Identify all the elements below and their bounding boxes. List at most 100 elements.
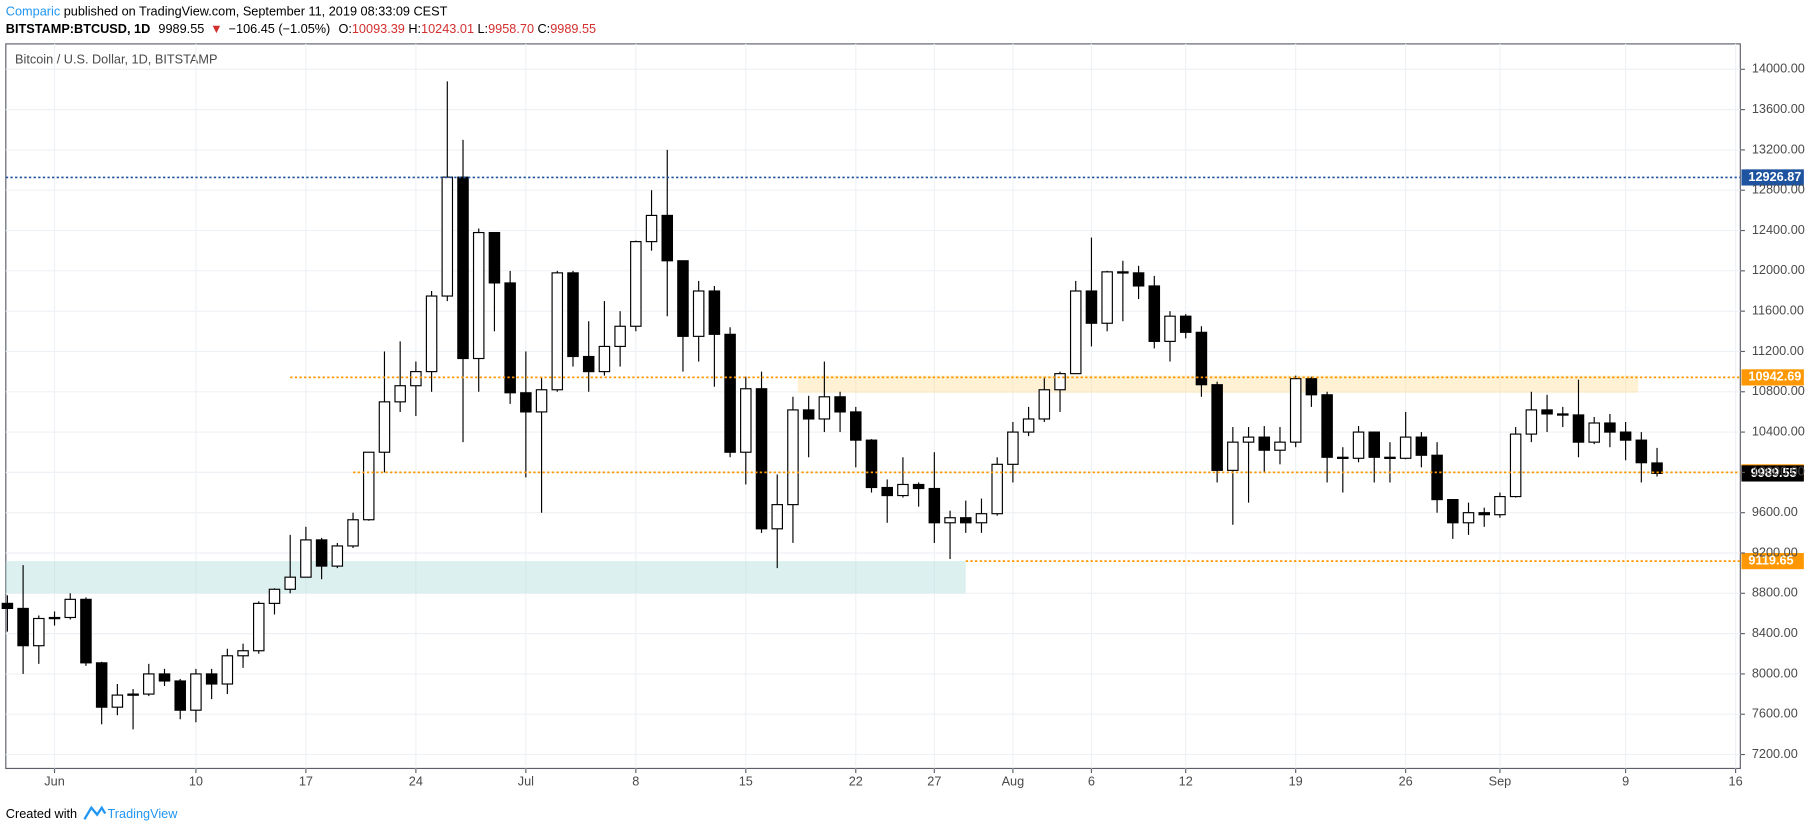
candle-body bbox=[1227, 441, 1239, 471]
candle-body bbox=[1509, 433, 1522, 498]
candle-body bbox=[441, 176, 454, 297]
candle-body bbox=[912, 483, 925, 490]
candle-body bbox=[520, 392, 532, 413]
candle-body bbox=[17, 607, 29, 647]
candle-body bbox=[205, 673, 218, 685]
candle-body bbox=[394, 385, 406, 403]
candle-body bbox=[158, 673, 171, 682]
candle-body bbox=[1211, 384, 1223, 471]
candle-body bbox=[1651, 462, 1663, 475]
y-tick-label: 11600.00 bbox=[1752, 303, 1804, 318]
candle-body bbox=[1399, 436, 1412, 459]
candle-body bbox=[881, 486, 893, 497]
candle-body bbox=[802, 409, 815, 420]
y-tick-label: 12400.00 bbox=[1752, 222, 1805, 237]
candle-body bbox=[1258, 436, 1271, 451]
candle-body bbox=[1305, 378, 1318, 396]
candle-body bbox=[1117, 271, 1129, 274]
ohlc-value: 10093.39 bbox=[352, 21, 405, 36]
candle-body bbox=[1274, 441, 1286, 451]
y-tick-label: 14000.00 bbox=[1752, 61, 1805, 76]
level-label-box bbox=[1741, 169, 1804, 186]
candle-body bbox=[630, 241, 642, 327]
candle-body bbox=[253, 602, 265, 652]
x-tick-label: Aug bbox=[1002, 774, 1025, 789]
candle-body bbox=[1148, 285, 1161, 342]
candle-body bbox=[284, 576, 296, 590]
x-tick-label: 22 bbox=[849, 774, 863, 789]
candle-body bbox=[143, 673, 155, 695]
candle-body bbox=[959, 517, 972, 524]
candle-body bbox=[1415, 436, 1428, 456]
x-tick-label: 17 bbox=[299, 774, 313, 789]
candle-body bbox=[1242, 436, 1255, 443]
candle-body bbox=[944, 517, 956, 524]
change: −106.45 (−1.05%) bbox=[229, 21, 331, 36]
x-tick-label: 8 bbox=[632, 774, 639, 789]
candle-body bbox=[1368, 431, 1381, 458]
y-tick-label: 13200.00 bbox=[1752, 141, 1805, 156]
candle-body bbox=[95, 662, 108, 708]
candle-body bbox=[535, 389, 548, 413]
tradingview-logo[interactable]: TradingView bbox=[83, 805, 179, 821]
ohlc: O:10093.39 H:10243.01 L:9958.70 C:9989.55 bbox=[338, 21, 596, 36]
candle-body bbox=[834, 396, 846, 413]
candle-body bbox=[1179, 315, 1192, 333]
candle-body bbox=[268, 588, 281, 604]
published: published on TradingView.com, September … bbox=[60, 4, 447, 19]
candle-body bbox=[897, 483, 909, 497]
candle-body bbox=[1635, 439, 1648, 464]
candle-body bbox=[645, 214, 658, 243]
x-tick-label: 16 bbox=[1729, 774, 1743, 789]
candle-body bbox=[708, 290, 721, 335]
header-line-2: BITSTAMP:BTCUSD, 1D 9989.55 ▼ −106.45 (−… bbox=[6, 21, 596, 36]
candle-body bbox=[1447, 499, 1459, 524]
candle-body bbox=[1007, 431, 1019, 465]
y-tick-label: 9600.00 bbox=[1752, 504, 1798, 519]
levels: 12926.87 10942.69 10000.00 9119.65 9989.55 bbox=[5, 169, 1804, 570]
chart-title: Bitcoin / U.S. Dollar, 1D, BITSTAMP bbox=[15, 51, 217, 66]
candle-body bbox=[221, 655, 234, 685]
candle-body bbox=[771, 504, 783, 530]
author[interactable]: Comparic bbox=[6, 4, 61, 19]
candle-body bbox=[347, 519, 359, 547]
candle-body bbox=[425, 295, 438, 373]
candle-body bbox=[504, 282, 516, 394]
symbol: BITSTAMP:BTCUSD, 1D bbox=[6, 21, 150, 36]
candle-body bbox=[1321, 394, 1333, 458]
candle-body bbox=[551, 272, 564, 391]
candles bbox=[1, 81, 1663, 730]
zone bbox=[5, 561, 966, 594]
y-tick-label: 8400.00 bbox=[1752, 625, 1798, 640]
candle-body bbox=[677, 260, 689, 337]
candle-body bbox=[692, 290, 705, 337]
logo-icon bbox=[83, 805, 107, 820]
candle-body bbox=[755, 388, 768, 530]
candle-body bbox=[1494, 495, 1506, 516]
candle-body bbox=[1, 602, 14, 610]
candle-body bbox=[567, 272, 579, 358]
candle-body bbox=[1132, 272, 1145, 287]
footer-brand[interactable]: TradingView bbox=[108, 806, 179, 821]
candle-body bbox=[1069, 290, 1082, 375]
candle-body bbox=[80, 598, 92, 664]
candle-body bbox=[850, 411, 862, 441]
candle-body bbox=[975, 513, 988, 524]
candle-body bbox=[362, 451, 375, 521]
candle-body bbox=[1572, 414, 1585, 443]
candle-body bbox=[1022, 418, 1035, 433]
candle-body bbox=[1462, 512, 1475, 524]
x-tick-label: 27 bbox=[927, 774, 941, 789]
x-tick-label: 12 bbox=[1179, 774, 1193, 789]
ohlc-value: 9958.70 bbox=[488, 21, 534, 36]
y-tick-label: 8800.00 bbox=[1752, 585, 1798, 600]
y-tick-label: 7600.00 bbox=[1752, 706, 1798, 721]
y-tick-label: 9200.00 bbox=[1752, 544, 1798, 559]
x-tick-label: 24 bbox=[409, 774, 423, 789]
header-line-1: Comparic published on TradingView.com, S… bbox=[6, 4, 448, 19]
candle-body bbox=[1557, 413, 1569, 416]
y-tick-label: 10800.00 bbox=[1752, 383, 1805, 398]
